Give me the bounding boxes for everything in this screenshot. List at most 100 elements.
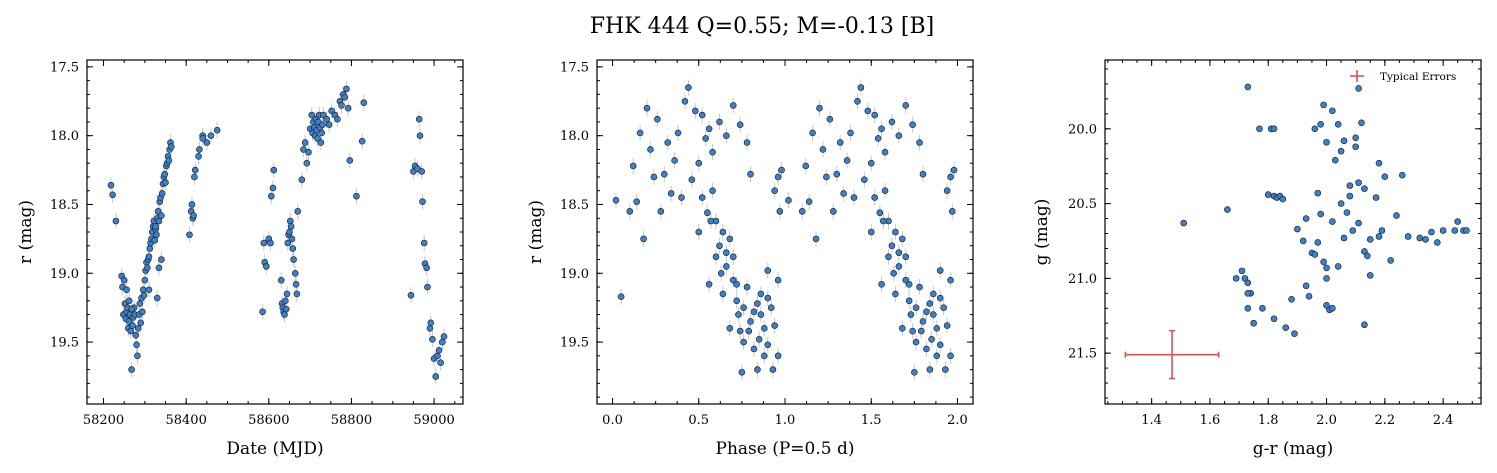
data-point [134, 325, 142, 332]
data-point [764, 341, 772, 349]
data-point [196, 146, 203, 153]
data-point [647, 146, 654, 153]
data-point [423, 264, 430, 272]
data-point [429, 336, 436, 343]
data-point [943, 187, 951, 195]
data-point [738, 369, 746, 376]
data-point [334, 115, 341, 123]
data-point [660, 170, 668, 178]
data-point [750, 345, 758, 353]
data-point [757, 290, 765, 298]
data-point [1352, 134, 1359, 142]
data-point [942, 366, 949, 373]
data-point [692, 107, 699, 115]
data-point [190, 212, 197, 219]
data-point [890, 269, 897, 277]
data-point [755, 336, 763, 343]
data-point [286, 217, 294, 225]
data-point [636, 129, 644, 137]
data-point [729, 253, 737, 261]
data-point [1244, 290, 1252, 297]
data-point [267, 239, 274, 247]
data-point [146, 245, 154, 252]
data-point [905, 280, 913, 288]
data-point [158, 190, 166, 197]
data-point [829, 208, 837, 215]
data-point [128, 305, 135, 313]
data-point [1381, 173, 1389, 180]
data-point [1454, 218, 1461, 225]
data-point [764, 267, 772, 274]
data-point [809, 129, 816, 137]
data-point [919, 170, 927, 178]
data-point [705, 125, 713, 133]
color-magnitude-points [1180, 83, 1470, 338]
data-point [109, 191, 116, 199]
data-point [617, 293, 625, 300]
y-tick-label: 18.5 [560, 198, 589, 213]
data-point [1250, 319, 1257, 327]
data-point [325, 121, 333, 128]
data-point [771, 322, 778, 329]
data-point [426, 325, 434, 332]
data-point [912, 338, 920, 346]
data-point [141, 276, 149, 284]
data-point [1314, 189, 1322, 197]
data-point [761, 325, 768, 332]
data-point [153, 294, 161, 302]
data-point [688, 176, 696, 184]
legend-label: Typical Errors [1380, 71, 1456, 83]
data-point [145, 286, 153, 294]
data-point [140, 291, 148, 299]
data-point [816, 104, 823, 112]
data-point [281, 311, 288, 318]
data-point [917, 327, 925, 335]
data-point [898, 325, 906, 332]
x-tick-label: 2.0 [1316, 413, 1337, 428]
data-point [654, 115, 661, 123]
data-point [771, 187, 778, 195]
data-point [199, 135, 206, 142]
data-point [774, 173, 782, 181]
data-point [1311, 251, 1319, 258]
data-point [343, 85, 350, 93]
data-point [1270, 315, 1278, 323]
data-point [318, 129, 325, 137]
data-point [424, 283, 431, 291]
data-point [127, 327, 135, 335]
data-point [867, 228, 875, 236]
data-point [293, 290, 301, 298]
data-point [308, 111, 316, 119]
data-point [723, 249, 730, 256]
data-point [733, 280, 741, 288]
data-point [916, 139, 923, 146]
data-point [764, 294, 772, 302]
data-point [876, 209, 884, 217]
data-point [290, 256, 297, 263]
data-point [936, 294, 944, 302]
color-magnitude-panel: g-r (mag) g (mag) 1.4 1.6 1.8 2.0 2.2 2.4 20.0… [1032, 59, 1482, 459]
data-point [1244, 304, 1252, 312]
data-point [341, 93, 349, 101]
y-tick-label: 18.5 [50, 198, 79, 213]
data-point [1317, 121, 1324, 128]
data-point [895, 132, 903, 139]
data-point [717, 269, 725, 277]
data-point [437, 359, 444, 367]
y-tick-label: 19.5 [560, 336, 589, 351]
data-point [878, 280, 885, 288]
light-curve-points [107, 85, 448, 380]
light-curve-xlabel: Date (MJD) [226, 439, 323, 459]
data-point [291, 269, 299, 277]
data-point [905, 297, 913, 305]
data-point [139, 308, 146, 316]
data-point [774, 276, 782, 284]
data-point [712, 253, 720, 261]
data-point [317, 139, 325, 146]
data-point [1329, 218, 1336, 225]
data-point [132, 331, 140, 339]
data-point [888, 242, 896, 250]
data-point [1294, 225, 1301, 233]
data-point [1355, 85, 1362, 92]
data-point [269, 184, 277, 192]
